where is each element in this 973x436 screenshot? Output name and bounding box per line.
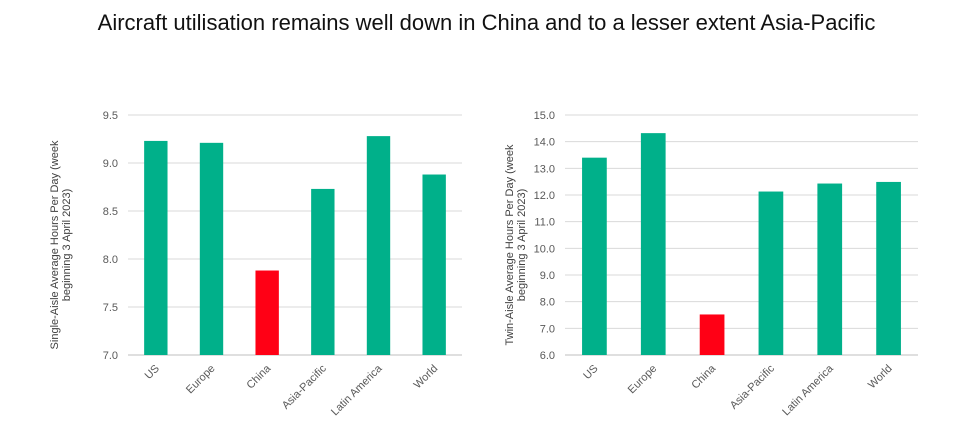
twin-aisle-x-tick-label: World — [866, 363, 895, 392]
twin-aisle-y-tick-label: 7.0 — [540, 323, 555, 335]
twin-aisle-bar-asia-pacific — [759, 192, 784, 355]
twin-aisle-x-tick-label: Latin America — [780, 362, 836, 418]
single-aisle-y-tick-label: 9.0 — [103, 158, 118, 170]
twin-aisle-bar-us — [582, 158, 607, 355]
single-aisle-y-tick-label: 8.0 — [103, 254, 118, 266]
single-aisle-x-tick-label: Latin America — [329, 362, 385, 418]
single-aisle-bar-world — [422, 175, 445, 355]
single-aisle-y-tick-label: 8.5 — [103, 206, 118, 218]
twin-aisle-y-tick-label: 9.0 — [540, 270, 555, 282]
twin-aisle-chart: 6.0 7.0 8.0 9.0 10.0 11.0 12.0 13.0 14.0 15.0 US Eu… — [504, 110, 918, 418]
single-aisle-bar-latin-america — [367, 136, 390, 355]
twin-aisle-y-tick-label: 14.0 — [534, 137, 555, 149]
single-aisle-y-tick-label: 9.5 — [103, 110, 118, 122]
twin-aisle-y-tick-label: 15.0 — [534, 110, 555, 122]
single-aisle-bar-asia-pacific — [311, 189, 334, 355]
twin-aisle-y-axis-label-line: beginning 3 April 2023) — [516, 189, 528, 302]
twin-aisle-bar-europe — [641, 133, 666, 355]
twin-aisle-x-tick-label: Asia-Pacific — [728, 362, 777, 411]
single-aisle-y-tick-label: 7.0 — [103, 350, 118, 362]
twin-aisle-x-tick-label: Europe — [626, 363, 660, 397]
twin-aisle-bar-china — [700, 314, 725, 355]
single-aisle-bar-china — [255, 271, 278, 355]
twin-aisle-y-tick-label: 12.0 — [534, 190, 555, 202]
single-aisle-x-tick-label: World — [412, 363, 441, 392]
single-aisle-chart: 7.0 7.5 8.0 8.5 9.0 9.5 US Europe China Asia-Paci… — [49, 110, 462, 418]
twin-aisle-y-tick-label: 6.0 — [540, 350, 555, 362]
single-aisle-x-tick-label: US — [143, 363, 162, 382]
twin-aisle-y-tick-label: 10.0 — [534, 243, 555, 255]
twin-aisle-x-tick-label: China — [689, 362, 718, 391]
twin-aisle-y-axis-label-line: Twin-Aisle Average Hours Per Day (week — [504, 144, 516, 345]
twin-aisle-bar-latin-america — [817, 184, 842, 355]
single-aisle-x-tick-label: Asia-Pacific — [280, 362, 329, 411]
twin-aisle-y-tick-label: 13.0 — [534, 163, 555, 175]
single-aisle-y-tick-label: 7.5 — [103, 302, 118, 314]
single-aisle-y-axis-label: Single-Aisle Average Hours Per Day (week… — [49, 140, 73, 349]
twin-aisle-y-axis-label: Twin-Aisle Average Hours Per Day (weekbe… — [504, 144, 528, 345]
twin-aisle-x-tick-label: US — [581, 363, 600, 382]
single-aisle-x-tick-label: China — [244, 362, 273, 391]
single-aisle-bar-us — [144, 141, 167, 355]
single-aisle-bar-europe — [200, 143, 223, 355]
twin-aisle-bar-world — [876, 182, 901, 355]
twin-aisle-y-tick-label: 11.0 — [534, 217, 555, 229]
single-aisle-y-axis-label-line: beginning 3 April 2023) — [61, 189, 73, 302]
twin-aisle-y-tick-label: 8.0 — [540, 297, 555, 309]
single-aisle-y-axis-label-line: Single-Aisle Average Hours Per Day (week — [49, 140, 61, 349]
single-aisle-x-tick-label: Europe — [184, 363, 218, 397]
